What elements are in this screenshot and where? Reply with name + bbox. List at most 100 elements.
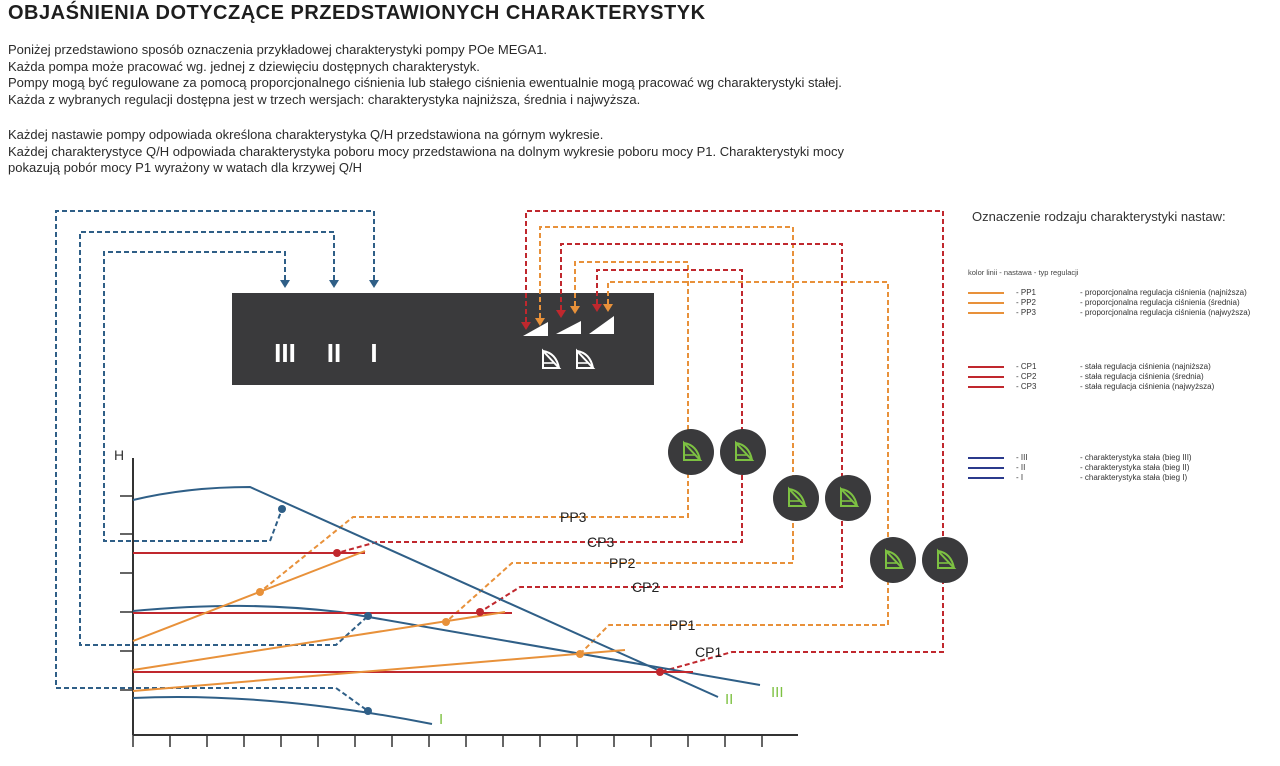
cp-connectors <box>336 210 944 673</box>
operating-point <box>656 668 664 676</box>
setting-labels: PP3 CP3 PP2 CP2 PP1 CP1 <box>560 509 722 660</box>
legend-code: - PP2 <box>1016 298 1037 307</box>
legend-code: - PP1 <box>1016 288 1037 297</box>
legend-code: - III <box>1016 453 1028 462</box>
operating-point <box>476 608 484 616</box>
speed-connectors <box>55 210 375 712</box>
pp-curves <box>132 550 626 692</box>
legend-color-line <box>968 386 1004 388</box>
legend-desc: - proporcjonalna regulacja ciśnienia (śr… <box>1080 298 1240 307</box>
legend-row: - I - charakterystyka stała (bieg I) <box>968 473 1268 483</box>
y-axis-ticks <box>120 495 133 691</box>
legend-title: Oznaczenie rodzaju charakterystyki nasta… <box>972 209 1226 224</box>
cp2-label: CP2 <box>632 579 659 595</box>
pp-connectors <box>259 226 889 655</box>
speed-II-label: II <box>725 691 733 708</box>
cp3-label: CP3 <box>587 534 614 550</box>
operating-point <box>442 618 450 626</box>
pressure-step-low-icon <box>523 322 548 336</box>
intro-line: Poniżej przedstawiono sposób oznaczenia … <box>8 42 548 57</box>
operating-point <box>278 505 286 513</box>
explanation-line: pokazują pobór mocy P1 wyrażony w watach… <box>8 160 363 175</box>
intro-line: Każda z wybranych regulacji dostępna jes… <box>8 91 641 107</box>
setting-icon-pair-3 <box>668 429 766 475</box>
legend-row: - CP1 - stała regulacja ciśnienia (najni… <box>968 362 1268 372</box>
control-panel <box>232 293 654 385</box>
panel-speed-label: I <box>370 338 377 368</box>
operating-point <box>364 707 372 715</box>
pressure-step-high-icon <box>589 316 614 334</box>
explanation-line: Każdej nastawie pompy odpowiada określon… <box>8 127 604 142</box>
legend-desc: - charakterystyka stała (bieg I) <box>1080 473 1188 482</box>
setting-icon-pair-2 <box>773 475 871 521</box>
pp1-label: PP1 <box>669 617 696 633</box>
operating-points <box>256 505 664 715</box>
legend-header: kolor linii - nastawa - typ regulacji <box>968 268 1079 277</box>
pp-arrowheads <box>535 304 613 326</box>
cp-arrowheads <box>521 304 602 330</box>
speed-curve-III <box>132 485 719 698</box>
intro-line: Pompy mogą być regulowane za pomocą prop… <box>8 75 842 90</box>
speed-curve-labels: III II I <box>439 684 784 728</box>
intro-line: Każda pompa może pracować wg. jednej z d… <box>8 58 480 74</box>
legend-desc: - proporcjonalna regulacja ciśnienia (na… <box>1080 288 1247 297</box>
legend-code: - CP2 <box>1016 372 1037 381</box>
legend-desc: - stała regulacja ciśnienia (najniższa) <box>1080 362 1211 371</box>
y-axis-label: H <box>114 447 124 463</box>
legend-color-line <box>968 457 1004 459</box>
pump-setting-circle <box>773 475 819 521</box>
legend-desc: - proporcjonalna regulacja ciśnienia (na… <box>1080 308 1251 317</box>
pump-setting-circle <box>870 537 916 583</box>
legend-color-line <box>968 292 1004 294</box>
legend-color-line <box>968 477 1004 479</box>
operating-point <box>333 549 341 557</box>
page-title: OBJAŚNIENIA DOTYCZĄCE PRZEDSTAWIONYCH CH… <box>8 2 706 24</box>
operating-point <box>364 612 372 620</box>
legend-code: - CP3 <box>1016 382 1037 391</box>
legend-code: - CP1 <box>1016 362 1037 371</box>
legend-row: - III - charakterystyka stała (bieg III) <box>968 453 1268 463</box>
legend-color-line <box>968 467 1004 469</box>
pump-setting-circle <box>922 537 968 583</box>
legend-code: - PP3 <box>1016 308 1037 317</box>
legend-color-line <box>968 366 1004 368</box>
pp3-line <box>132 550 366 642</box>
speed-arrowheads <box>280 280 379 288</box>
x-axis-ticks <box>132 735 763 747</box>
legend-desc: - charakterystyka stała (bieg III) <box>1080 453 1192 462</box>
legend-color-line <box>968 302 1004 304</box>
speed-I-label: I <box>439 711 443 728</box>
legend-code: - I <box>1016 473 1024 482</box>
legend-code: - II <box>1016 463 1026 472</box>
cp1-label: CP1 <box>695 644 722 660</box>
speed-curves <box>132 485 761 725</box>
legend-color-line <box>968 376 1004 378</box>
operating-point <box>576 650 584 658</box>
legend-desc: - stała regulacja ciśnienia (najwyższa) <box>1080 382 1215 391</box>
legend-row: - CP3 - stała regulacja ciśnienia (najwy… <box>968 382 1268 392</box>
operating-point <box>256 588 264 596</box>
pp1-line <box>132 649 626 692</box>
legend-row: - II - charakterystyka stała (bieg II) <box>968 463 1268 473</box>
panel-speed-label: II <box>327 338 341 368</box>
speed-curve-I <box>132 696 433 725</box>
intro-paragraph: Poniżej przedstawiono sposób oznaczenia … <box>8 42 842 108</box>
setting-icon-pair-1 <box>870 537 968 583</box>
pressure-step-mid-icon <box>556 321 581 334</box>
legend-row: - PP2 - proporcjonalna regulacja ciśnien… <box>968 298 1268 308</box>
cp-curves <box>133 552 693 673</box>
speed-III-label: III <box>771 684 784 701</box>
explanation-line: Każdej charakterystyce Q/H odpowiada cha… <box>8 143 844 159</box>
chart-axes <box>132 458 798 736</box>
legend-row: - CP2 - stała regulacja ciśnienia (średn… <box>968 372 1268 382</box>
legend-color-line <box>968 312 1004 314</box>
pump-setting-circle <box>720 429 766 475</box>
pp3-label: PP3 <box>560 509 587 525</box>
pump-setting-circle <box>668 429 714 475</box>
legend-row: - PP3 - proporcjonalna regulacja ciśnien… <box>968 308 1268 318</box>
pp2-label: PP2 <box>609 555 636 571</box>
legend-row: - PP1 - proporcjonalna regulacja ciśnien… <box>968 288 1268 298</box>
legend-desc: - charakterystyka stała (bieg II) <box>1080 463 1190 472</box>
panel-speed-label: III <box>274 338 296 368</box>
